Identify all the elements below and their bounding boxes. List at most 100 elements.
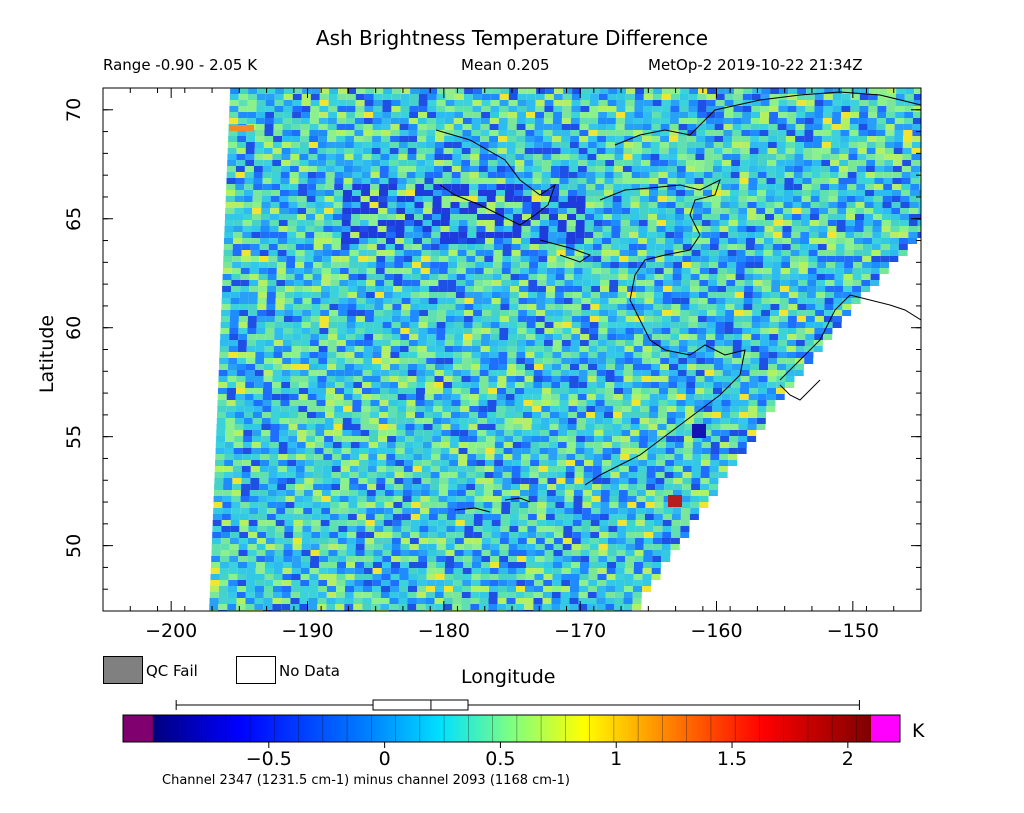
field-cell — [244, 166, 254, 172]
field-cell — [611, 448, 621, 454]
field-cell — [572, 292, 582, 298]
field-cell — [534, 340, 544, 346]
field-cell — [873, 208, 883, 214]
field-cell — [533, 370, 543, 376]
field-cell — [705, 340, 715, 346]
field-cell — [222, 496, 232, 502]
field-cell — [642, 130, 652, 136]
field-cell — [621, 424, 631, 430]
field-cell — [368, 460, 378, 466]
field-cell — [405, 418, 415, 424]
field-cell — [511, 262, 521, 268]
field-cell — [683, 448, 693, 454]
field-cell — [622, 394, 632, 400]
field-cell — [325, 178, 335, 184]
field-cell — [854, 232, 864, 238]
field-cell — [466, 262, 476, 268]
field-cell — [588, 352, 598, 358]
field-cell — [623, 370, 633, 376]
field-cell — [653, 292, 663, 298]
field-cell — [662, 292, 672, 298]
field-cell — [735, 286, 745, 292]
field-cell — [664, 262, 674, 268]
field-cell — [579, 124, 589, 130]
field-cell — [368, 238, 377, 244]
field-cell — [232, 478, 242, 484]
field-cell — [347, 298, 357, 304]
field-cell — [256, 328, 266, 334]
field-cell — [848, 160, 858, 166]
field-cell — [429, 268, 439, 274]
field-cell — [299, 382, 309, 388]
field-cell — [398, 160, 408, 166]
field-cell — [534, 364, 543, 370]
field-cell — [291, 130, 301, 136]
field-cell — [276, 286, 286, 292]
field-cell — [749, 370, 759, 376]
field-cell — [532, 184, 542, 190]
field-cell — [258, 502, 268, 508]
field-cell — [323, 220, 333, 226]
field-cell — [441, 418, 451, 424]
field-cell — [606, 358, 616, 364]
field-cell — [278, 220, 288, 226]
field-cell — [733, 112, 743, 118]
field-cell — [520, 244, 530, 250]
field-cell — [376, 250, 386, 256]
field-cell — [367, 472, 377, 478]
field-cell — [372, 346, 382, 352]
field-cell — [435, 130, 445, 136]
field-cell — [568, 394, 578, 400]
field-cell — [606, 130, 616, 136]
field-cell — [395, 226, 405, 232]
field-cell — [221, 520, 231, 526]
field-cell — [603, 202, 613, 208]
field-cell — [487, 178, 497, 184]
field-cell — [480, 358, 490, 364]
field-cell — [324, 418, 334, 424]
field-cell — [697, 112, 707, 118]
field-cell — [425, 160, 435, 166]
field-cell — [554, 310, 564, 316]
field-cell — [618, 508, 628, 514]
field-cell — [542, 382, 552, 388]
field-cell — [323, 460, 333, 466]
field-cell — [390, 124, 400, 130]
field-cell — [881, 220, 891, 226]
field-cell — [524, 370, 534, 376]
field-cell — [350, 238, 359, 244]
field-cell — [389, 148, 399, 154]
field-cell — [737, 220, 747, 226]
field-cell — [762, 274, 772, 280]
field-cell — [257, 520, 267, 526]
field-cell — [745, 244, 755, 250]
field-cell — [465, 508, 475, 514]
field-cell — [642, 136, 652, 142]
field-cell — [331, 466, 341, 472]
field-cell — [387, 436, 397, 442]
field-cell — [321, 508, 331, 514]
field-cell — [582, 268, 592, 274]
field-cell — [223, 256, 233, 262]
field-cell — [657, 418, 667, 424]
field-cell — [642, 118, 652, 124]
field-cell — [478, 184, 488, 190]
field-cell — [402, 508, 412, 514]
field-cell — [235, 172, 245, 178]
field-cell — [729, 418, 739, 424]
field-cell — [490, 316, 500, 322]
field-cell — [295, 478, 305, 484]
field-cell — [631, 172, 641, 178]
field-cell — [390, 364, 399, 370]
field-cell — [742, 316, 752, 322]
field-cell — [231, 508, 241, 514]
field-cell — [415, 178, 425, 184]
field-cell — [747, 436, 757, 442]
field-cell — [651, 136, 661, 142]
field-cell — [697, 100, 707, 106]
field-cell — [460, 166, 470, 172]
field-cell — [486, 202, 496, 208]
field-cell — [348, 268, 358, 274]
field-cell — [380, 388, 389, 394]
field-cell — [442, 178, 452, 184]
